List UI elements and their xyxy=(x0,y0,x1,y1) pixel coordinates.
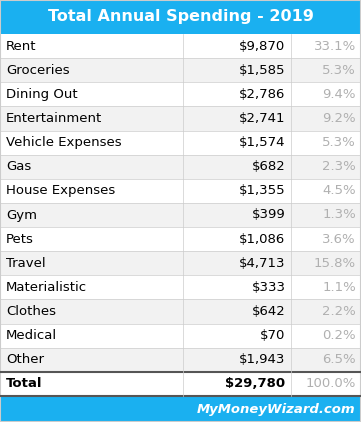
Bar xyxy=(0,0,361,34)
Bar xyxy=(0,324,361,348)
Text: $70: $70 xyxy=(260,329,286,342)
Text: 15.8%: 15.8% xyxy=(314,257,356,270)
Text: $4,713: $4,713 xyxy=(239,257,286,270)
Text: $399: $399 xyxy=(252,208,286,222)
Text: Other: Other xyxy=(6,353,44,366)
Bar xyxy=(0,348,361,372)
Text: MyMoneyWizard.com: MyMoneyWizard.com xyxy=(196,403,355,416)
Text: $1,574: $1,574 xyxy=(239,136,286,149)
Text: Rent: Rent xyxy=(6,40,36,53)
Bar xyxy=(0,300,361,324)
Text: $1,943: $1,943 xyxy=(239,353,286,366)
Text: 4.5%: 4.5% xyxy=(322,184,356,197)
Text: Dining Out: Dining Out xyxy=(6,88,78,101)
Bar xyxy=(0,58,361,82)
Text: 5.3%: 5.3% xyxy=(322,136,356,149)
Text: 100.0%: 100.0% xyxy=(306,377,356,390)
Text: Pets: Pets xyxy=(6,233,34,246)
Text: Total Annual Spending - 2019: Total Annual Spending - 2019 xyxy=(48,10,313,24)
Text: Entertainment: Entertainment xyxy=(6,112,102,125)
Bar xyxy=(0,275,361,300)
Text: Travel: Travel xyxy=(6,257,45,270)
Text: 9.2%: 9.2% xyxy=(322,112,356,125)
Bar xyxy=(0,203,361,227)
Text: Groceries: Groceries xyxy=(6,64,70,77)
Text: $2,741: $2,741 xyxy=(239,112,286,125)
Text: $333: $333 xyxy=(252,281,286,294)
Bar xyxy=(0,82,361,106)
Text: House Expenses: House Expenses xyxy=(6,184,115,197)
Text: $1,585: $1,585 xyxy=(239,64,286,77)
Bar xyxy=(0,130,361,155)
Text: 6.5%: 6.5% xyxy=(322,353,356,366)
Text: $2,786: $2,786 xyxy=(239,88,286,101)
Text: $682: $682 xyxy=(252,160,286,173)
Text: Medical: Medical xyxy=(6,329,57,342)
Text: $642: $642 xyxy=(252,305,286,318)
Text: $29,780: $29,780 xyxy=(226,377,286,390)
Text: $9,870: $9,870 xyxy=(239,40,286,53)
Text: 5.3%: 5.3% xyxy=(322,64,356,77)
Text: 9.4%: 9.4% xyxy=(322,88,356,101)
Text: 33.1%: 33.1% xyxy=(314,40,356,53)
Bar xyxy=(0,227,361,251)
Text: 3.6%: 3.6% xyxy=(322,233,356,246)
Bar xyxy=(0,106,361,130)
Text: Gym: Gym xyxy=(6,208,37,222)
Bar xyxy=(0,179,361,203)
Bar xyxy=(0,34,361,58)
Bar xyxy=(0,251,361,275)
Text: 1.1%: 1.1% xyxy=(322,281,356,294)
Text: 2.2%: 2.2% xyxy=(322,305,356,318)
Text: Materialistic: Materialistic xyxy=(6,281,87,294)
Bar xyxy=(0,372,361,396)
Text: 2.3%: 2.3% xyxy=(322,160,356,173)
Text: $1,355: $1,355 xyxy=(239,184,286,197)
Text: Clothes: Clothes xyxy=(6,305,56,318)
Text: Gas: Gas xyxy=(6,160,31,173)
Text: 0.2%: 0.2% xyxy=(322,329,356,342)
Bar xyxy=(0,396,361,422)
Bar xyxy=(0,155,361,179)
Text: $1,086: $1,086 xyxy=(239,233,286,246)
Text: Total: Total xyxy=(6,377,43,390)
Text: 1.3%: 1.3% xyxy=(322,208,356,222)
Text: Vehicle Expenses: Vehicle Expenses xyxy=(6,136,122,149)
